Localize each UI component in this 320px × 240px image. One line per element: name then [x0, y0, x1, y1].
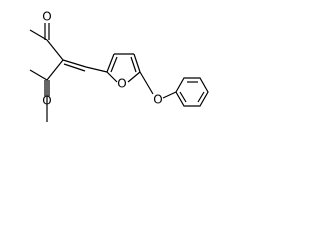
atom-label: O: [42, 10, 51, 24]
bonds: [29, 23, 209, 122]
atom-labels: O O O O: [42, 10, 162, 108]
structure: O O O O: [29, 10, 209, 122]
atom-label: O: [42, 94, 51, 108]
atom-label: O: [153, 93, 162, 107]
atom-label: O: [117, 77, 126, 91]
